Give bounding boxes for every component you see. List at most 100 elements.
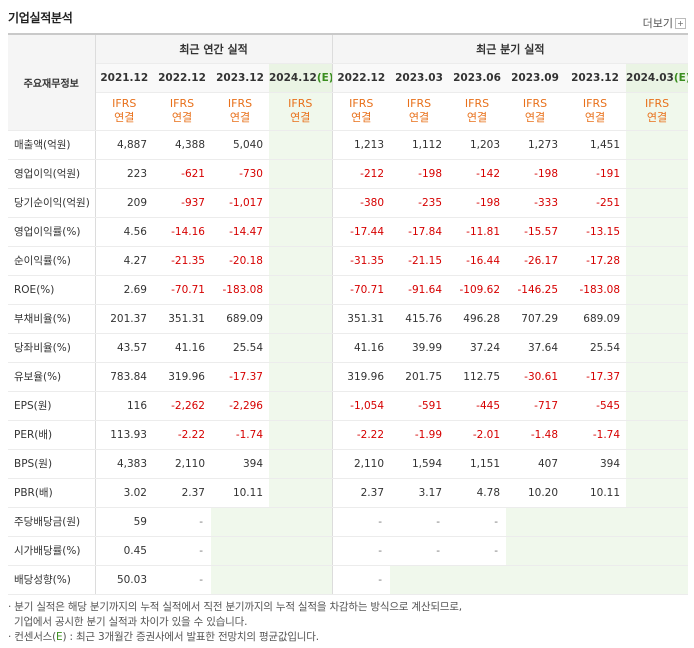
table-cell: - [332,506,391,537]
accounting-standard: IFRS 연결 [564,92,627,131]
table-cell: 1,213 [332,130,391,160]
table-cell: 25.54 [211,333,269,363]
table-cell: -445 [448,390,507,421]
table-cell [211,565,269,595]
table-cell: 39.99 [390,333,449,363]
table-cell: -30.61 [506,362,565,392]
table-cell: -198 [448,188,507,218]
table-cell: 37.64 [506,333,565,363]
table-cell: 4.78 [448,478,507,508]
table-cell: 10.20 [506,478,565,508]
period-header: 2024.12(E) [269,63,333,93]
accounting-standard: IFRS 연결 [153,92,211,131]
table-cell [269,420,333,450]
table-row: BPS(원) 4,383 2,110 394 2,110 1,594 1,151 407 394 [8,449,689,479]
period-header: 2021.12 [95,63,153,93]
table-cell: 407 [506,449,565,479]
table-cell: 113.93 [95,420,153,450]
more-link[interactable]: 더보기 + [643,15,686,31]
table-cell: - [448,506,507,537]
table-cell: 0.45 [95,536,153,566]
table-cell: -14.16 [153,216,211,247]
table-cell [626,449,689,479]
period-header: 2023.12 [564,63,627,93]
table-cell [626,216,689,247]
table-cell: -1,054 [332,390,391,421]
row-label: 시가배당률(%) [8,536,96,566]
ifrs-label: IFRS [169,97,195,110]
accounting-standard: IFRS 연결 [269,92,333,131]
ifrs-label: IFRS [464,97,490,110]
table-cell: 1,594 [390,449,449,479]
consolidated-label: 연결 [351,111,372,124]
table-cell: 116 [95,390,153,421]
period-label: 2023.12 [216,71,264,84]
more-label[interactable]: 더보기 [642,17,673,30]
table-cell [269,275,333,305]
table-cell [626,303,689,334]
accounting-standard: IFRS 연결 [506,92,565,131]
table-cell [626,390,689,421]
plus-box-icon[interactable]: + [675,17,686,29]
table-row: 유보율(%) 783.84 319.96 -17.37 319.96 201.75 112.… [8,362,689,392]
accounting-standard: IFRS 연결 [626,92,689,131]
table-cell [626,130,689,160]
table-cell [269,246,333,276]
period-label: 2023.03 [395,71,443,84]
table-row: PER(배) 113.93 -2.22 -1.74 -2.22 -1.99 -2.01 -1.… [8,420,689,450]
table-cell: -1.48 [506,420,565,450]
table-cell: 1,112 [390,130,449,160]
table-cell: -183.08 [564,275,627,305]
table-cell: 4.56 [95,216,153,247]
row-label: 부채비율(%) [8,303,96,334]
table-cell: -198 [390,159,449,189]
period-header: 2022.12 [332,63,391,93]
row-label: PBR(배) [8,478,96,508]
table-cell: 707.29 [506,303,565,334]
row-label: ROE(%) [8,275,96,305]
ifrs-label: IFRS [582,97,608,110]
table-cell: 2,110 [332,449,391,479]
period-label: 2023.12 [571,71,619,84]
table-cell [626,188,689,218]
table-cell: 415.76 [390,303,449,334]
table-cell: -2.22 [153,420,211,450]
table-cell: 394 [211,449,269,479]
table-cell: 4,887 [95,130,153,160]
section-title: 기업실적분석 [8,11,73,25]
table-cell: 4,388 [153,130,211,160]
accounting-standard: IFRS 연결 [211,92,269,131]
group-annual-header: 최근 연간 실적 [95,33,333,64]
table-cell [269,216,333,247]
row-label: 매출액(억원) [8,130,96,160]
table-cell: 319.96 [153,362,211,392]
table-cell: -621 [153,159,211,189]
table-cell: 41.16 [153,333,211,363]
group-quarter-header: 최근 분기 실적 [332,33,689,64]
period-label: 2022.12 [158,71,206,84]
table-cell [626,362,689,392]
accounting-standard: IFRS 연결 [390,92,449,131]
table-cell: 689.09 [211,303,269,334]
table-cell: 4,383 [95,449,153,479]
table-cell: -70.71 [332,275,391,305]
period-label: 2023.06 [453,71,501,84]
row-label: 유보율(%) [8,362,96,392]
table-cell: 783.84 [95,362,153,392]
table-cell: 59 [95,506,153,537]
row-label: EPS(원) [8,390,96,421]
table-cell [626,275,689,305]
ifrs-label: IFRS [227,97,253,110]
table-cell: -11.81 [448,216,507,247]
table-cell: 25.54 [564,333,627,363]
row-label: 당좌비율(%) [8,333,96,363]
table-cell: 351.31 [332,303,391,334]
consolidated-label: 연결 [408,111,430,124]
table-cell: -1.74 [564,420,627,450]
table-row: 시가배당률(%) 0.45- - - - [8,536,689,566]
row-label: 당기순이익(억원) [8,188,96,218]
period-label: 2024.03 [626,71,674,84]
table-cell: - [390,536,449,566]
period-label: 2023.09 [511,71,559,84]
table-cell: - [390,506,449,537]
